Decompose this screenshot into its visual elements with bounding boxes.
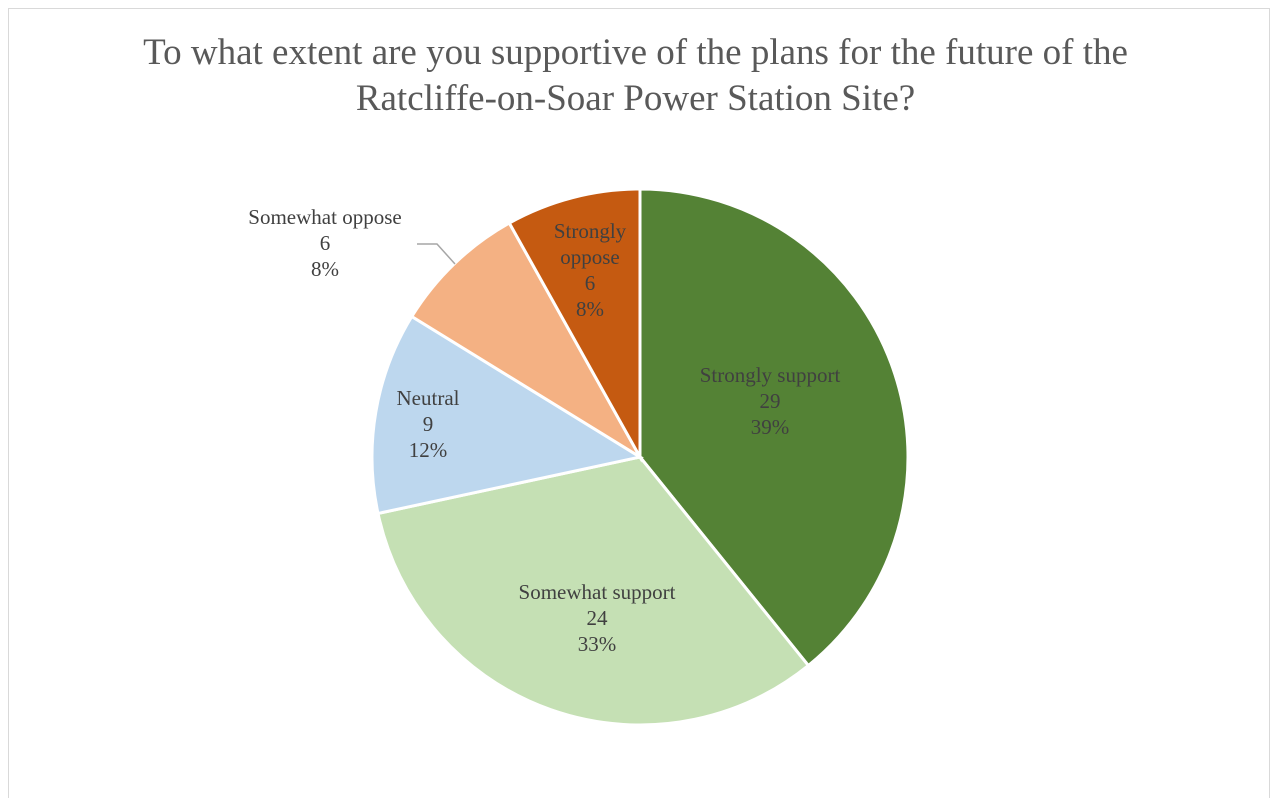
data-label-somewhat-support: Somewhat support 24 33% xyxy=(519,580,676,656)
data-label-strongly-support: Strongly support 29 39% xyxy=(700,363,841,439)
chart-title: To what extent are you supportive of the… xyxy=(0,30,1271,122)
pie-slice-neutral xyxy=(370,314,644,516)
pie-slice-somewhat-support xyxy=(376,455,811,727)
data-label-somewhat-oppose: Somewhat oppose 6 8% xyxy=(248,205,401,281)
pie-slice-strongly-support xyxy=(638,187,910,668)
pie-slice-strongly-oppose xyxy=(507,187,642,463)
data-label-neutral: Neutral 9 12% xyxy=(397,386,460,462)
leader-line-somewhat-oppose xyxy=(417,243,456,265)
chart-title-line-1: To what extent are you supportive of the… xyxy=(143,32,1128,73)
chart-title-line-2: Ratcliffe-on-Soar Power Station Site? xyxy=(355,78,916,119)
data-label-strongly-oppose: Strongly oppose 6 8% xyxy=(554,219,627,321)
